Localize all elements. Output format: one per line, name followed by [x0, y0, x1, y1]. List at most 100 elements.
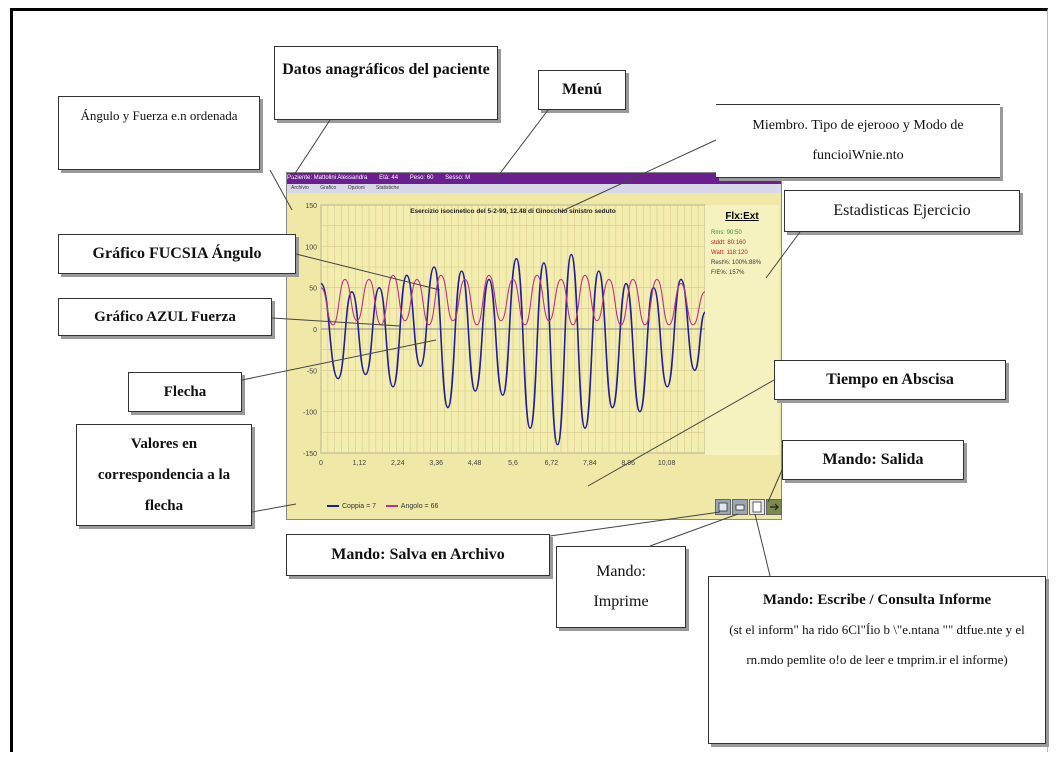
callout-fucsia: Gráfico FUCSIA Ángulo — [58, 234, 296, 274]
x-tick-label: 1,12 — [353, 460, 367, 467]
callout-estadisticas: Estadisticas Ejercicio — [784, 190, 1020, 232]
x-tick-label: 3,36 — [429, 460, 443, 467]
callout-flecha: Flecha — [128, 372, 242, 412]
stat-label: Watt: — [711, 250, 725, 256]
callout-datos-anagraficos: Datos anagráficos del paciente — [274, 46, 498, 120]
callout-text: Gráfico AZUL Fuerza — [94, 309, 236, 325]
angle-series-line — [320, 274, 706, 326]
stat-row-stddt: stddt: 80:160 — [711, 240, 779, 246]
callout-salva: Mando: Salva en Archivo — [286, 534, 550, 576]
x-tick-label: 4,48 — [468, 460, 482, 467]
menu-item-archivio[interactable]: Archivio — [291, 185, 309, 191]
stat-row-fe: F/E%: 157% — [711, 270, 779, 276]
callout-text: Mando: Salida — [822, 451, 924, 468]
callout-text: Flecha — [163, 384, 207, 400]
stat-row-rms: Rms: 90:50 — [711, 230, 779, 236]
connector-flecha — [241, 339, 437, 381]
menu-item-opzioni[interactable]: Opzioni — [347, 185, 365, 191]
stats-header: Flx:Ext — [725, 211, 759, 222]
callout-miembro: Miembro. Tipo de ejerooo y Modo de funci… — [716, 104, 1000, 178]
patient-age: Età: 44 — [379, 175, 399, 181]
report-button[interactable] — [749, 499, 765, 515]
callout-salida: Mando: Salida — [782, 440, 964, 480]
y-tick-label: -50 — [307, 368, 317, 375]
callout-menu: Menú — [538, 70, 626, 110]
connector-azul — [271, 317, 401, 327]
stat-label: Rest%: — [711, 260, 731, 266]
stat-row-rest: Rest%: 100%:88% — [711, 260, 779, 266]
connector-menu — [494, 109, 549, 181]
callout-imprime: Mando: Imprime — [556, 546, 686, 628]
y-tick-label: 50 — [309, 286, 317, 293]
force-legend-swatch — [327, 505, 339, 508]
force-legend-label: Coppia = 7 — [342, 503, 377, 510]
stat-label: stddt: — [711, 240, 726, 246]
x-tick-label: 7,84 — [583, 460, 597, 467]
connector-angulo — [269, 169, 293, 211]
print-button[interactable] — [732, 499, 748, 515]
angle-legend-label: Angolo = 66 — [400, 503, 439, 510]
x-tick-label: 2,24 — [391, 460, 405, 467]
y-tick-label: 0 — [313, 327, 317, 334]
callout-text: Estadisticas Ejercicio — [833, 202, 971, 219]
patient-sex: Sesso: M — [445, 175, 471, 181]
callout-text: Mando: Imprime — [593, 563, 649, 610]
callout-angulo-fuerza: Ángulo y Fuerza e.n ordenada — [58, 96, 260, 170]
stat-value: 80:160 — [727, 240, 746, 246]
callout-text: Menú — [562, 81, 602, 98]
callout-text: Mando: Salva en Archivo — [331, 546, 505, 563]
callout-text: Gráfico FUCSIA Ángulo — [92, 245, 262, 262]
x-tick-label: 6,72 — [545, 460, 559, 467]
callout-text: Miembro. Tipo de ejerooo y Modo de funci… — [752, 118, 964, 163]
callout-text: Ángulo y Fuerza e.n ordenada — [80, 108, 238, 123]
patient-titlebar: Paziente: Mattolini Alessandra Età: 44 P… — [287, 173, 781, 184]
y-tick-label: 150 — [305, 203, 317, 210]
chart-title: Esercizio isocinetico del 5-2-99, 12.48 … — [410, 208, 616, 215]
connector-tiempo — [587, 379, 775, 487]
callout-azul: Gráfico AZUL Fuerza — [58, 298, 272, 336]
connector-salva — [549, 511, 721, 537]
exit-icon — [770, 503, 779, 511]
app-window: Paziente: Mattolini Alessandra Età: 44 P… — [286, 172, 782, 520]
menu-bar: Archivio Grafico Opzioni Statistiche — [287, 184, 781, 193]
patient-weight: Peso: 60 — [409, 175, 434, 181]
callout-text: Valores en correspondencia a la flecha — [97, 436, 231, 514]
patient-name: Paziente: Mattolini Alessandra — [287, 175, 368, 181]
menu-item-statistiche[interactable]: Statistiche — [376, 185, 400, 191]
stat-value: 100%:88% — [732, 260, 762, 266]
x-tick-label: 0 — [319, 460, 323, 467]
y-tick-label: 100 — [305, 244, 317, 251]
connector-escribe — [754, 513, 771, 577]
callout-tiempo: Tiempo en Abscisa — [774, 360, 1006, 400]
stats-panel: Flx:Ext Rms: 90:50 stddt: 80:160 Watt: 1… — [705, 205, 779, 455]
callout-text: Tiempo en Abscisa — [826, 371, 954, 388]
print-icon — [735, 504, 745, 511]
stat-value: 90:50 — [726, 230, 742, 236]
callout-title: Mando: Escribe / Consulta Informe — [762, 592, 992, 608]
x-tick-label: 10,08 — [658, 460, 676, 467]
stat-value: 157% — [729, 270, 745, 276]
connector-imprime — [649, 513, 739, 547]
callout-text: Datos anagráficos del paciente — [282, 61, 490, 78]
stat-label: Rms: — [711, 230, 725, 236]
y-tick-label: -100 — [303, 410, 317, 417]
stat-label: F/E%: — [711, 270, 728, 276]
menu-item-grafico[interactable]: Grafico — [320, 185, 337, 191]
connector-fucsia — [295, 253, 441, 291]
chart-legend: Coppia = 7 Angolo = 66 — [327, 503, 438, 510]
y-tick-label: -150 — [303, 451, 317, 458]
callout-valores: Valores en correspondencia a la flecha — [76, 424, 252, 526]
stat-row-watt: Watt: 118:120 — [711, 250, 779, 256]
exit-button[interactable] — [766, 499, 782, 515]
save-icon — [718, 502, 728, 512]
callout-body: (st el inform" ha rido 6Cl"Íio b \"e.nta… — [729, 622, 1025, 667]
callout-escribe: Mando: Escribe / Consulta Informe (st el… — [708, 576, 1046, 744]
connector-datos — [291, 119, 331, 179]
angle-legend-swatch — [385, 505, 398, 508]
force-series-line — [320, 253, 706, 446]
x-tick-label: 5,6 — [508, 460, 518, 467]
save-button[interactable] — [715, 499, 731, 515]
connector-salida — [767, 469, 783, 503]
